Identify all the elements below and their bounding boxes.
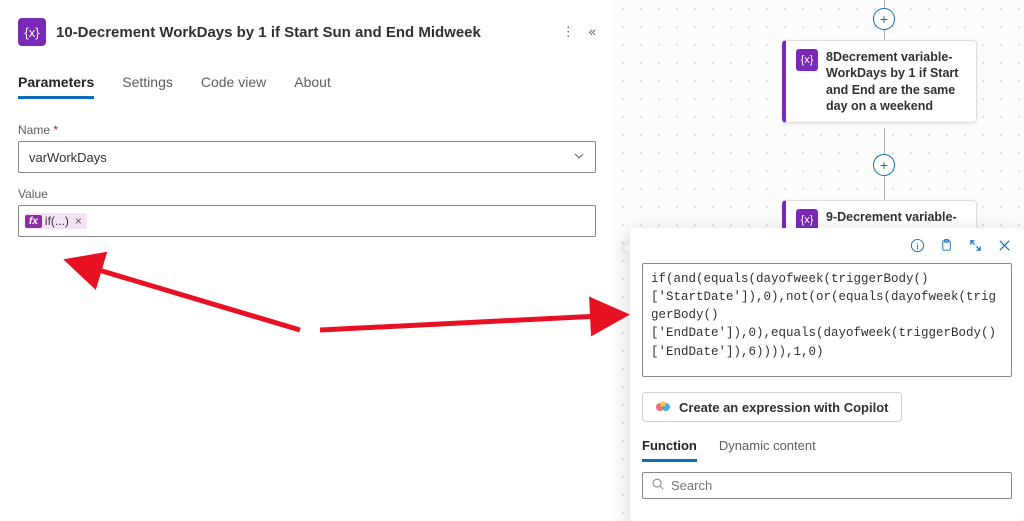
add-action-button[interactable]: +	[873, 8, 895, 30]
popup-toolbar: i	[642, 238, 1012, 257]
expression-tabs: Function Dynamic content	[642, 438, 1012, 462]
value-field-group: Value fx if(...) ×	[18, 187, 596, 237]
name-value: varWorkDays	[29, 150, 107, 165]
copilot-label: Create an expression with Copilot	[679, 400, 889, 415]
value-label: Value	[18, 187, 596, 201]
panel-header: {x} 10-Decrement WorkDays by 1 if Start …	[18, 18, 596, 46]
action-config-panel: {x} 10-Decrement WorkDays by 1 if Start …	[0, 0, 614, 521]
search-input[interactable]	[671, 478, 1003, 493]
copilot-button[interactable]: Create an expression with Copilot	[642, 392, 902, 422]
flow-card-step8[interactable]: {x} 8Decrement variable-WorkDays by 1 if…	[782, 40, 977, 123]
tab-about[interactable]: About	[294, 74, 331, 99]
tab-code-view[interactable]: Code view	[201, 74, 266, 99]
name-field-group: Name * varWorkDays	[18, 123, 596, 173]
config-tabs: Parameters Settings Code view About	[18, 74, 596, 99]
info-icon[interactable]: i	[910, 238, 925, 257]
variable-action-icon: {x}	[18, 18, 46, 46]
svg-text:i: i	[916, 241, 918, 251]
name-label: Name *	[18, 123, 596, 137]
tab-function[interactable]: Function	[642, 438, 697, 462]
search-icon	[651, 477, 665, 494]
expression-textarea[interactable]	[642, 263, 1012, 377]
function-search[interactable]	[642, 472, 1012, 499]
copilot-icon	[655, 399, 671, 415]
value-input[interactable]: fx if(...) ×	[18, 205, 596, 237]
token-text: if(...)	[45, 214, 69, 228]
collapse-icon[interactable]: «	[589, 24, 596, 40]
tab-dynamic-content[interactable]: Dynamic content	[719, 438, 816, 462]
variable-icon: {x}	[796, 49, 818, 71]
chevron-down-icon	[573, 150, 585, 165]
close-icon[interactable]	[997, 238, 1012, 257]
token-remove-icon[interactable]: ×	[72, 214, 85, 228]
add-action-button[interactable]: +	[873, 154, 895, 176]
expression-token[interactable]: fx if(...) ×	[25, 213, 87, 229]
expand-icon[interactable]	[968, 238, 983, 257]
panel-title: 10-Decrement WorkDays by 1 if Start Sun …	[56, 24, 552, 41]
card-text: 9-Decrement variable-	[826, 209, 957, 225]
card-text: 8Decrement variable-WorkDays by 1 if Sta…	[826, 49, 966, 114]
expression-editor-popup: i Create an expression with Copilot Func…	[630, 228, 1024, 521]
tab-settings[interactable]: Settings	[122, 74, 173, 99]
fx-badge-icon: fx	[25, 215, 42, 228]
name-select[interactable]: varWorkDays	[18, 141, 596, 173]
paste-icon[interactable]	[939, 238, 954, 257]
more-icon[interactable]: ⋮	[562, 24, 575, 40]
tab-parameters[interactable]: Parameters	[18, 74, 94, 99]
